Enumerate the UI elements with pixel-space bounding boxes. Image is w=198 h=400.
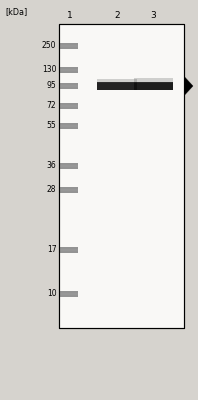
Text: 1: 1	[67, 12, 73, 20]
Text: 2: 2	[114, 12, 120, 20]
Text: 17: 17	[47, 246, 56, 254]
Text: 72: 72	[47, 102, 56, 110]
Bar	[60, 69, 78, 71]
Bar	[60, 85, 78, 87]
Bar	[60, 293, 78, 295]
Bar	[60, 67, 78, 73]
Bar	[60, 83, 78, 89]
Text: 130: 130	[42, 66, 56, 74]
Bar	[60, 123, 78, 129]
Bar	[60, 105, 78, 107]
Polygon shape	[185, 77, 193, 95]
Bar	[60, 163, 78, 169]
Text: [kDa]: [kDa]	[6, 7, 28, 16]
Bar	[59, 24, 184, 328]
Text: 55: 55	[47, 122, 56, 130]
Bar	[59, 24, 184, 328]
Bar	[60, 187, 78, 193]
Text: 3: 3	[150, 12, 156, 20]
Bar	[59, 24, 184, 328]
Bar	[60, 45, 78, 47]
Bar	[60, 125, 78, 127]
Text: 10: 10	[47, 290, 56, 298]
Bar	[60, 103, 78, 109]
Bar	[60, 43, 78, 49]
Bar	[134, 82, 173, 90]
Bar	[60, 291, 78, 297]
Bar	[60, 249, 78, 251]
Bar	[134, 78, 173, 83]
Bar	[97, 82, 137, 90]
Bar	[60, 189, 78, 191]
Bar	[97, 79, 137, 83]
Text: 250: 250	[42, 42, 56, 50]
Bar	[60, 165, 78, 167]
Text: 95: 95	[47, 82, 56, 90]
Bar	[60, 247, 78, 253]
Text: 36: 36	[47, 162, 56, 170]
Text: 28: 28	[47, 186, 56, 194]
